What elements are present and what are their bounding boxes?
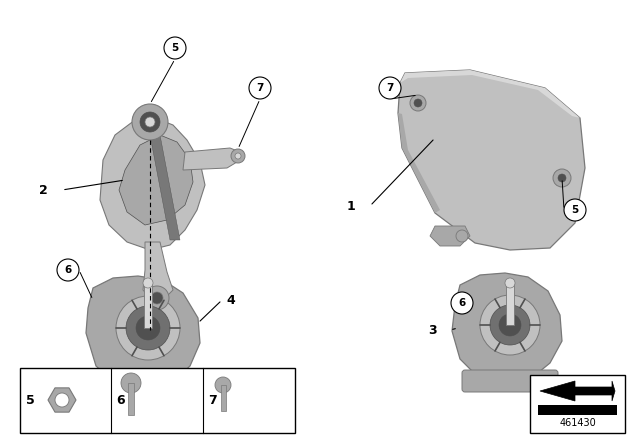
Bar: [538, 405, 617, 415]
FancyBboxPatch shape: [97, 377, 199, 401]
Bar: [530, 375, 625, 433]
Circle shape: [145, 117, 155, 127]
Text: 7: 7: [387, 83, 394, 93]
Text: 6: 6: [65, 265, 72, 275]
Circle shape: [143, 278, 153, 288]
Text: 4: 4: [226, 293, 235, 306]
Circle shape: [235, 153, 241, 159]
Circle shape: [505, 278, 515, 288]
Bar: [144, 283, 152, 328]
FancyBboxPatch shape: [462, 370, 558, 392]
Circle shape: [558, 174, 566, 182]
Circle shape: [249, 77, 271, 99]
Circle shape: [564, 199, 586, 221]
Bar: [506, 283, 514, 325]
Circle shape: [456, 230, 468, 242]
Text: 6: 6: [116, 393, 125, 406]
Polygon shape: [86, 276, 200, 393]
Text: 3: 3: [428, 323, 437, 336]
Polygon shape: [540, 381, 615, 401]
Bar: [20, 368, 295, 433]
Circle shape: [140, 112, 160, 132]
Circle shape: [57, 259, 79, 281]
Text: 7: 7: [256, 83, 264, 93]
Text: 6: 6: [458, 298, 466, 308]
Circle shape: [480, 295, 540, 355]
Text: 2: 2: [39, 184, 48, 197]
Polygon shape: [400, 70, 580, 118]
Circle shape: [145, 286, 169, 310]
Text: 7: 7: [208, 393, 217, 406]
Circle shape: [410, 95, 426, 111]
Text: 1: 1: [346, 199, 355, 212]
Circle shape: [126, 306, 170, 350]
Circle shape: [451, 292, 473, 314]
Circle shape: [490, 305, 530, 345]
Polygon shape: [119, 135, 193, 225]
Circle shape: [132, 104, 168, 140]
Circle shape: [151, 292, 163, 304]
Circle shape: [499, 314, 521, 336]
Circle shape: [231, 149, 245, 163]
Circle shape: [136, 316, 160, 340]
Polygon shape: [150, 135, 180, 240]
Text: 5: 5: [26, 393, 35, 406]
Polygon shape: [430, 226, 470, 246]
Circle shape: [55, 393, 69, 407]
Circle shape: [116, 296, 180, 360]
Bar: [221, 385, 225, 411]
Circle shape: [215, 377, 231, 393]
Text: 5: 5: [172, 43, 179, 53]
Circle shape: [414, 99, 422, 107]
Polygon shape: [183, 148, 240, 170]
Text: 5: 5: [572, 205, 579, 215]
Polygon shape: [398, 70, 585, 250]
Bar: [128, 383, 134, 415]
Polygon shape: [143, 242, 173, 298]
Polygon shape: [100, 118, 205, 250]
Polygon shape: [398, 113, 440, 213]
Polygon shape: [452, 273, 562, 387]
Text: 461430: 461430: [559, 418, 596, 428]
Circle shape: [379, 77, 401, 99]
Circle shape: [164, 37, 186, 59]
Circle shape: [121, 373, 141, 393]
Circle shape: [553, 169, 571, 187]
